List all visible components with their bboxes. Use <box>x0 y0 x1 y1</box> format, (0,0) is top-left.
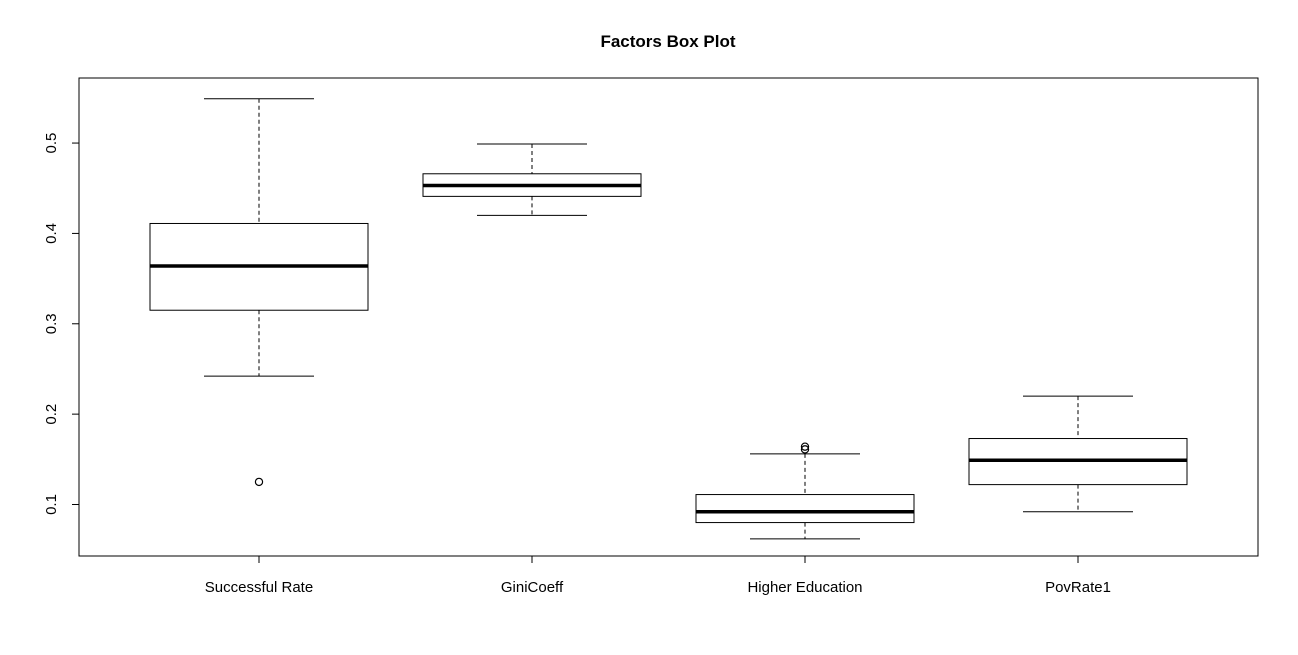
y-tick-label: 0.3 <box>43 313 60 334</box>
box-4 <box>968 395 1188 513</box>
y-tick-label: 0.5 <box>43 133 60 154</box>
boxes-layer <box>149 98 1188 540</box>
x-tick-label: GiniCoeff <box>501 579 564 596</box>
iqr-box <box>695 494 915 524</box>
outlier-point <box>800 442 810 451</box>
outlier-point <box>254 477 264 487</box>
y-axis: 0.1 0.2 0.3 0.4 0.5 <box>43 133 79 515</box>
plot-frame <box>78 77 1259 557</box>
y-tick-label: 0.4 <box>43 223 60 244</box>
chart-title: Factors Box Plot <box>600 32 735 51</box>
x-axis: Successful Rate GiniCoeff Higher Education… <box>205 556 1111 596</box>
x-tick-label: PovRate1 <box>1045 579 1111 596</box>
y-tick-label: 0.2 <box>43 404 60 425</box>
box-2 <box>422 143 642 216</box>
x-tick-label: Successful Rate <box>205 579 313 596</box>
box-3 <box>695 442 915 540</box>
y-tick-label: 0.1 <box>43 494 60 515</box>
box-1 <box>149 98 369 487</box>
x-tick-label: Higher Education <box>747 579 862 596</box>
outlier-point <box>800 445 810 454</box>
